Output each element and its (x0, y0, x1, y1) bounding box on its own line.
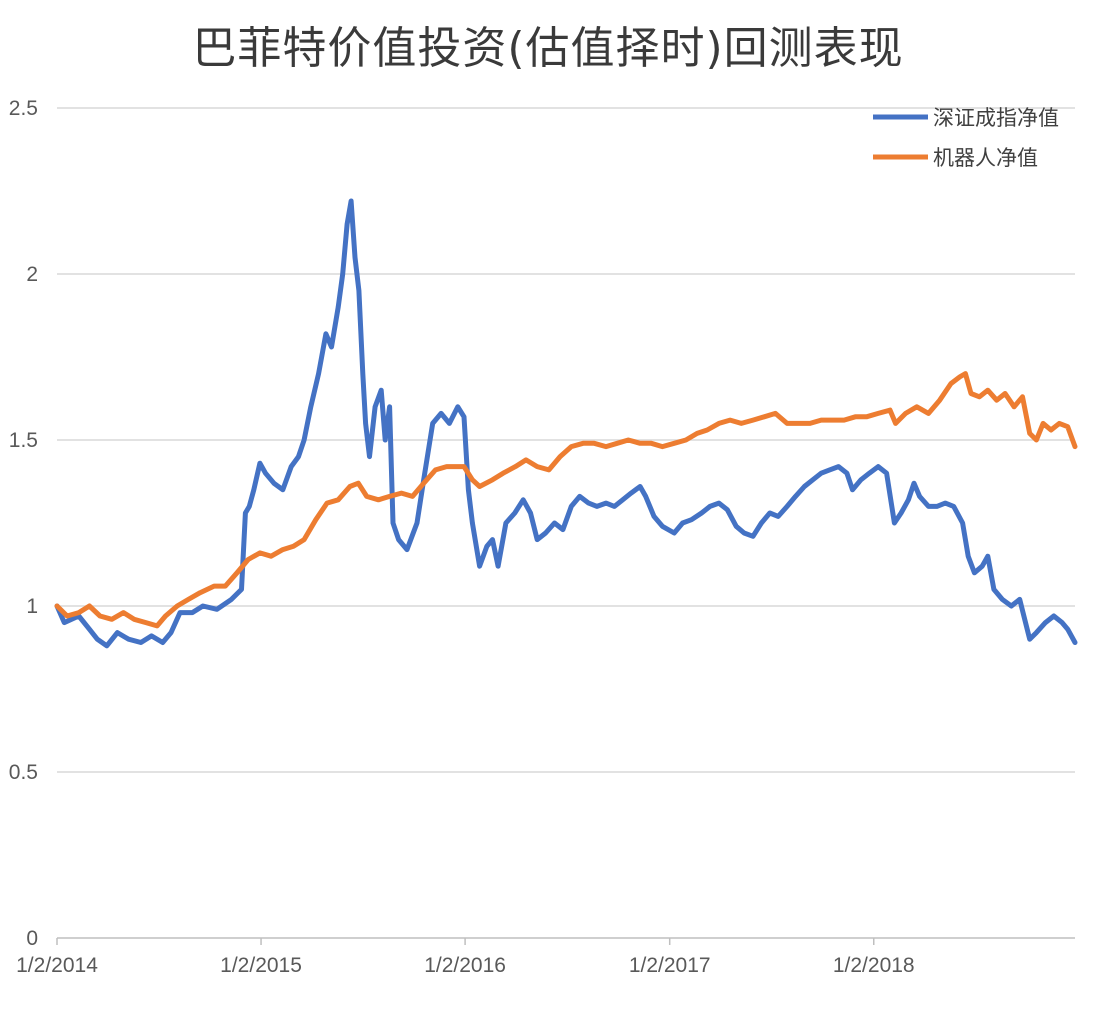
series-line-1 (54, 198, 1078, 649)
y-tick-label: 2.5 (9, 97, 38, 120)
chart-title: 巴菲特价值投资(估值择时)回测表现 (192, 23, 904, 74)
y-axis-ticks: 0 0.5 1 1.5 2 2.5 (9, 97, 38, 950)
x-tick-label: 1/2/2016 (424, 954, 506, 977)
y-tick-label: 2 (26, 263, 38, 286)
x-axis: 1/2/2014 1/2/2015 1/2/2016 1/2/2017 1/2/2018 (16, 937, 1075, 977)
y-tick-label: 0.5 (9, 761, 38, 784)
x-tick-label: 1/2/2018 (833, 954, 915, 977)
x-tick-label: 1/2/2015 (220, 954, 302, 977)
legend-label: 深证成指净值 (933, 106, 1059, 130)
y-tick-label: 1.5 (9, 429, 38, 452)
x-tick-label: 1/2/2017 (629, 954, 711, 977)
gridlines (57, 107, 1075, 773)
y-tick-label: 0 (26, 927, 38, 950)
legend-label: 机器人净值 (933, 146, 1038, 170)
y-tick-label: 1 (26, 595, 38, 618)
series-lines (54, 198, 1078, 649)
series-line-2 (54, 371, 1078, 629)
x-tick-label: 1/2/2014 (16, 954, 98, 977)
